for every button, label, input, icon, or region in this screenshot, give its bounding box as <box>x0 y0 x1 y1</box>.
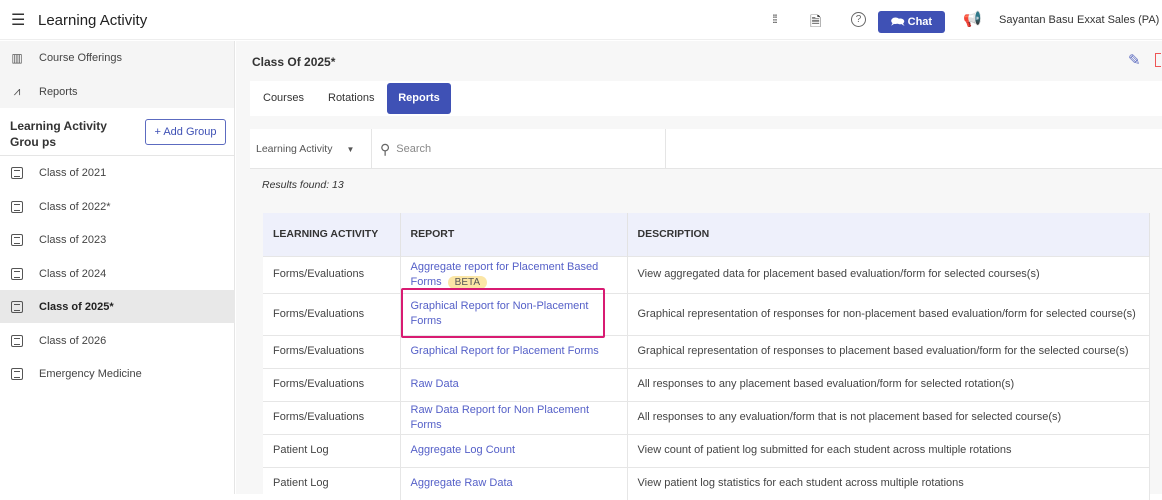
delete-icon[interactable] <box>1155 53 1161 67</box>
list-icon <box>11 166 23 179</box>
description-cell: View patient log statistics for each stu… <box>627 466 1150 500</box>
report-cell: Aggregate Raw Data <box>400 466 628 500</box>
results-count: Results found: 13 <box>262 179 344 191</box>
chart-line-icon: ⩘ <box>13 84 21 98</box>
group-item-selected[interactable]: Class of 2025* <box>0 290 235 323</box>
group-item[interactable]: Emergency Medicine <box>0 357 235 390</box>
report-link[interactable]: Aggregate Log Count <box>410 444 516 456</box>
tab-bar: Courses Rotations Reports <box>250 81 1162 116</box>
report-cell: Aggregate report for Placement Based For… <box>400 255 628 293</box>
description-cell: View count of patient log submitted for … <box>627 433 1150 467</box>
list-icon <box>11 367 23 380</box>
column-header: REPORT <box>400 213 628 256</box>
report-cell: Raw Data Report for Non Placement Forms <box>400 400 628 434</box>
search-icon: ⚲ <box>380 140 391 157</box>
description-cell: All responses to any placement based eva… <box>627 367 1150 401</box>
report-link[interactable]: Aggregate Raw Data <box>410 477 513 490</box>
list-icon <box>11 334 23 347</box>
activity-cell: Forms/Evaluations <box>263 367 401 401</box>
group-label: Class of 2022* <box>39 200 111 213</box>
group-label: Class of 2023 <box>39 233 107 246</box>
list-icon <box>11 233 23 246</box>
sidebar-item-label: Reports <box>39 85 78 98</box>
sidebar: ▥ Course Offerings ⩘ Reports Learning Acti… <box>0 41 235 494</box>
column-header: DESCRIPTION <box>627 213 1150 256</box>
activity-cell: Patient Log <box>263 466 401 500</box>
table-row: Forms/Evaluations Raw Data All responses… <box>263 367 1150 401</box>
table-row: Forms/Evaluations Raw Data Report for No… <box>263 400 1150 434</box>
activity-filter-dropdown[interactable]: Learning Activity ▼ <box>250 129 372 169</box>
group-item[interactable]: Class of 2026 <box>0 324 235 357</box>
menu-icon[interactable]: ☰ <box>11 12 26 29</box>
activity-cell: Forms/Evaluations <box>263 255 401 293</box>
filter-bar: Learning Activity ▼ ⚲ Search <box>250 129 1162 169</box>
tab-courses[interactable]: Courses <box>263 92 304 104</box>
activity-cell: Forms/Evaluations <box>263 292 401 335</box>
table-row: Patient Log Aggregate Log Count View cou… <box>263 433 1150 467</box>
group-label: Class of 2026 <box>39 334 107 347</box>
chat-button[interactable]: 🗪 Chat <box>878 11 945 33</box>
group-label: Class of 2025* <box>39 300 114 313</box>
group-item[interactable]: Class of 2023 <box>0 223 235 256</box>
sidebar-item-reports[interactable]: ⩘ Reports <box>0 75 235 108</box>
report-link[interactable]: Graphical Report for Non-Placement Forms <box>410 300 589 327</box>
table-row: Forms/Evaluations Graphical Report for N… <box>263 292 1150 335</box>
list-icon <box>11 200 23 213</box>
report-link[interactable]: Graphical Report for Placement Forms <box>410 345 599 357</box>
group-item[interactable]: Class of 2024 <box>0 257 235 290</box>
chat-label: Chat <box>907 16 933 28</box>
help-icon[interactable]: ? <box>851 12 866 27</box>
books-icon: ▥ <box>11 50 23 65</box>
filter-value: Learning Activity <box>256 143 333 155</box>
document-check-icon[interactable]: 🗎 <box>810 13 822 29</box>
edit-pencil-icon[interactable]: ✎ <box>1128 52 1141 69</box>
beta-badge: BETA <box>447 275 488 289</box>
tab-rotations[interactable]: Rotations <box>328 92 375 104</box>
caret-down-icon: ▼ <box>346 144 355 154</box>
group-item[interactable]: Class of 2021 <box>0 156 235 189</box>
sidebar-item-label: Course Offerings <box>39 51 122 64</box>
list-icon <box>11 300 23 313</box>
report-link[interactable]: Aggregate report for Placement Based For… <box>410 260 599 288</box>
table-row: Patient Log Aggregate Raw Data View pati… <box>263 466 1150 500</box>
chat-icon: 🗪 <box>890 15 905 28</box>
activity-cell: Forms/Evaluations <box>263 400 401 434</box>
description-cell: Graphical representation of responses to… <box>627 334 1150 368</box>
add-group-button[interactable]: + Add Group <box>145 119 226 145</box>
report-link[interactable]: Raw Data Report for Non Placement Forms <box>410 403 590 431</box>
table-row: Forms/Evaluations Aggregate report for P… <box>263 255 1150 293</box>
reports-table: LEARNING ACTIVITY REPORT DESCRIPTION For… <box>263 213 1150 500</box>
description-cell: All responses to any evaluation/form tha… <box>627 400 1150 434</box>
report-cell: Raw Data <box>400 367 628 401</box>
activity-cell: Forms/Evaluations <box>263 334 401 368</box>
apps-grid-icon[interactable]: ⁞⁞⁞ <box>772 12 778 26</box>
group-label: Class of 2021 <box>39 166 107 179</box>
search-placeholder: Search <box>396 143 432 155</box>
megaphone-icon[interactable]: 📢 <box>963 11 982 28</box>
sidebar-item-course-offerings[interactable]: ▥ Course Offerings <box>0 41 235 74</box>
app-title: Learning Activity <box>38 12 148 29</box>
top-bar: ☰ Learning Activity ⁞⁞⁞ 🗎 ? 🗪 Chat 📢 Saya… <box>0 0 1162 40</box>
groups-title: Learning Activity Grou ps <box>10 119 107 149</box>
org-name[interactable]: Exxat Sales (PA) <box>1077 14 1160 26</box>
group-item[interactable]: Class of 2022* <box>0 190 235 223</box>
report-cell: Aggregate Log Count <box>400 433 628 467</box>
group-label: Emergency Medicine <box>39 367 142 380</box>
user-name[interactable]: Sayantan Basu <box>999 14 1074 26</box>
report-cell: Graphical Report for Placement Forms <box>400 334 628 368</box>
tab-reports[interactable]: Reports <box>387 83 451 114</box>
activity-cell: Patient Log <box>263 433 401 467</box>
report-link[interactable]: Raw Data <box>410 378 459 390</box>
table-row: Forms/Evaluations Graphical Report for P… <box>263 334 1150 368</box>
description-cell: View aggregated data for placement based… <box>627 255 1150 293</box>
column-header: LEARNING ACTIVITY <box>263 213 401 256</box>
report-cell: Graphical Report for Non-Placement Forms <box>400 292 628 335</box>
search-input[interactable]: ⚲ Search <box>372 129 666 169</box>
page-title: Class Of 2025* <box>252 55 336 69</box>
list-icon <box>11 267 23 280</box>
group-label: Class of 2024 <box>39 267 107 280</box>
description-cell: Graphical representation of responses fo… <box>627 292 1150 335</box>
